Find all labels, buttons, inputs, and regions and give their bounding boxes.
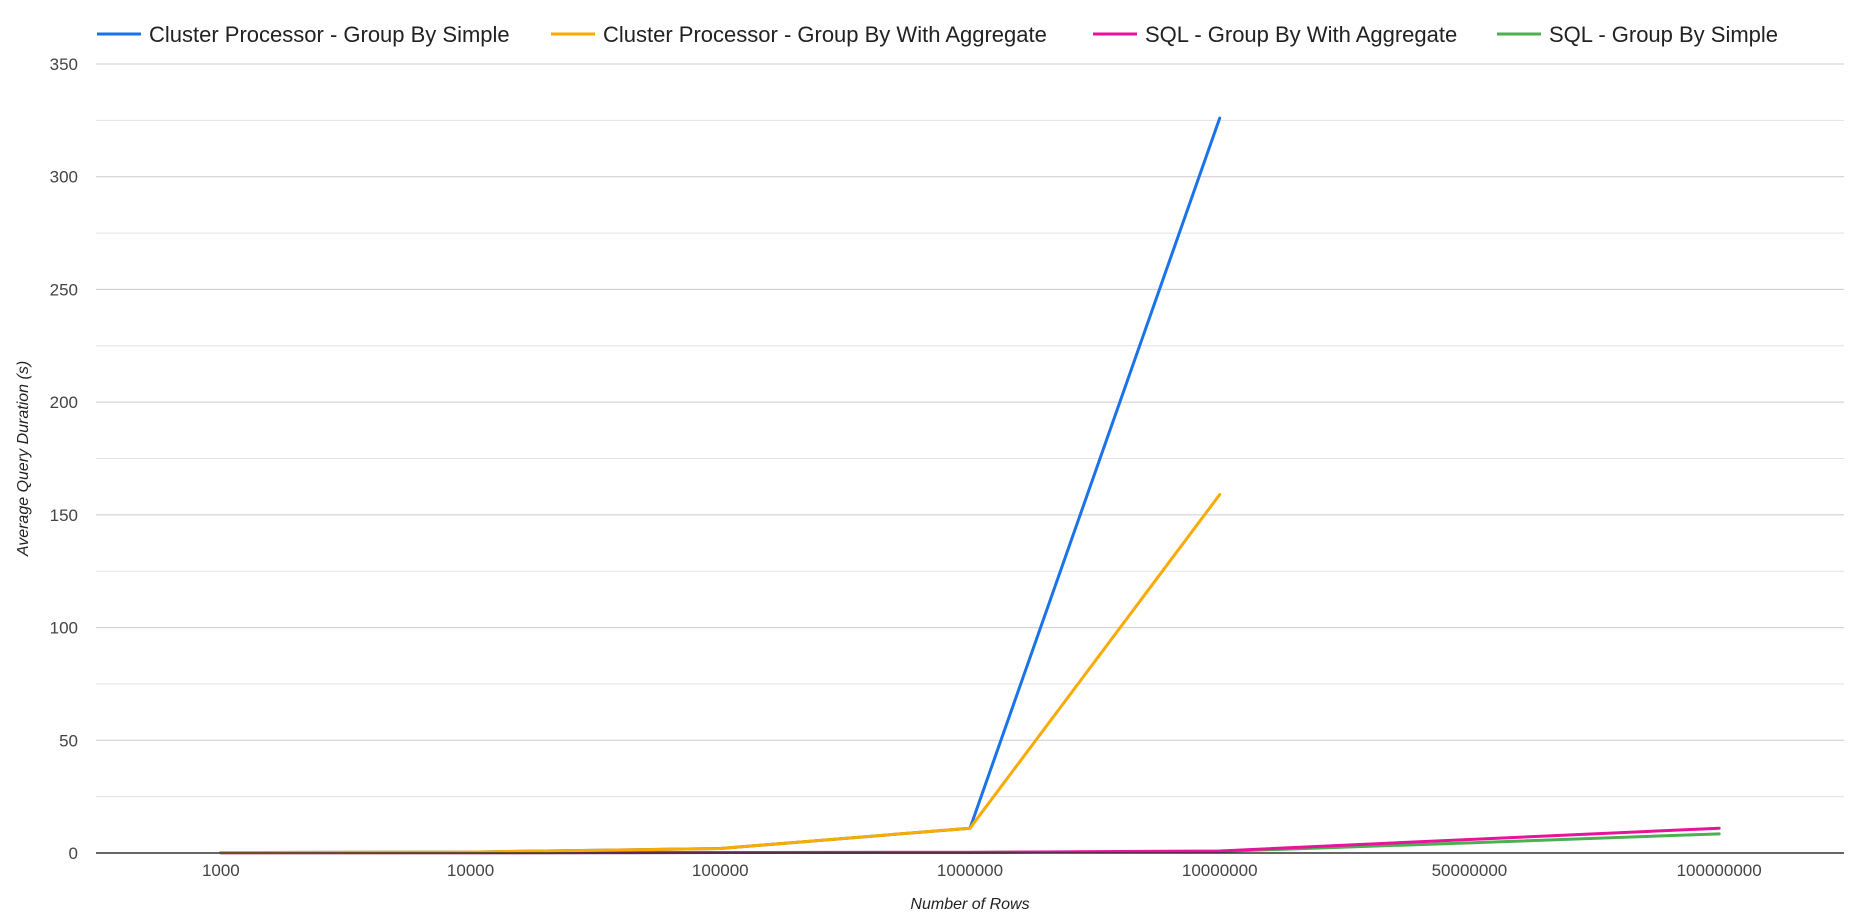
legend-item: Cluster Processor - Group By Simple bbox=[97, 22, 510, 47]
x-axis-title: Number of Rows bbox=[910, 896, 1029, 913]
x-tick-label: 10000000 bbox=[1182, 861, 1258, 880]
legend-item: SQL - Group By Simple bbox=[1497, 22, 1778, 47]
y-tick-label: 200 bbox=[50, 393, 78, 412]
y-tick-label: 50 bbox=[59, 731, 78, 750]
series-line bbox=[219, 832, 1721, 855]
legend-label: Cluster Processor - Group By With Aggreg… bbox=[603, 22, 1047, 47]
legend-label: SQL - Group By Simple bbox=[1549, 22, 1778, 47]
x-tick-label: 1000000 bbox=[937, 861, 1003, 880]
legend-label: SQL - Group By With Aggregate bbox=[1145, 22, 1457, 47]
x-tick-label: 10000 bbox=[447, 861, 494, 880]
y-tick-label: 150 bbox=[50, 506, 78, 525]
legend-item: Cluster Processor - Group By With Aggreg… bbox=[551, 22, 1047, 47]
x-tick-label: 50000000 bbox=[1432, 861, 1508, 880]
legend-label: Cluster Processor - Group By Simple bbox=[149, 22, 510, 47]
legend-item: SQL - Group By With Aggregate bbox=[1093, 22, 1457, 47]
x-tick-label: 100000000 bbox=[1677, 861, 1762, 880]
x-tick-label: 100000 bbox=[692, 861, 749, 880]
x-axis-ticks: 1000 10000 100000 1000000 10000000 50000000 10… bbox=[202, 861, 1762, 880]
series-line bbox=[219, 116, 1222, 855]
x-tick-label: 1000 bbox=[202, 861, 240, 880]
legend: Cluster Processor - Group By Simple Clust… bbox=[97, 22, 1778, 47]
y-tick-label: 0 bbox=[69, 844, 78, 863]
y-tick-label: 300 bbox=[50, 168, 78, 187]
series-lines bbox=[219, 116, 1721, 855]
y-tick-label: 250 bbox=[50, 280, 78, 299]
series-line bbox=[219, 493, 1222, 855]
y-tick-label: 350 bbox=[50, 55, 78, 74]
y-tick-label: 100 bbox=[50, 619, 78, 638]
gridlines bbox=[96, 63, 1844, 798]
y-axis-title: Average Query Duration (s) bbox=[15, 361, 32, 557]
y-axis-ticks: 0 50 100 150 200 250 300 350 bbox=[50, 55, 78, 863]
